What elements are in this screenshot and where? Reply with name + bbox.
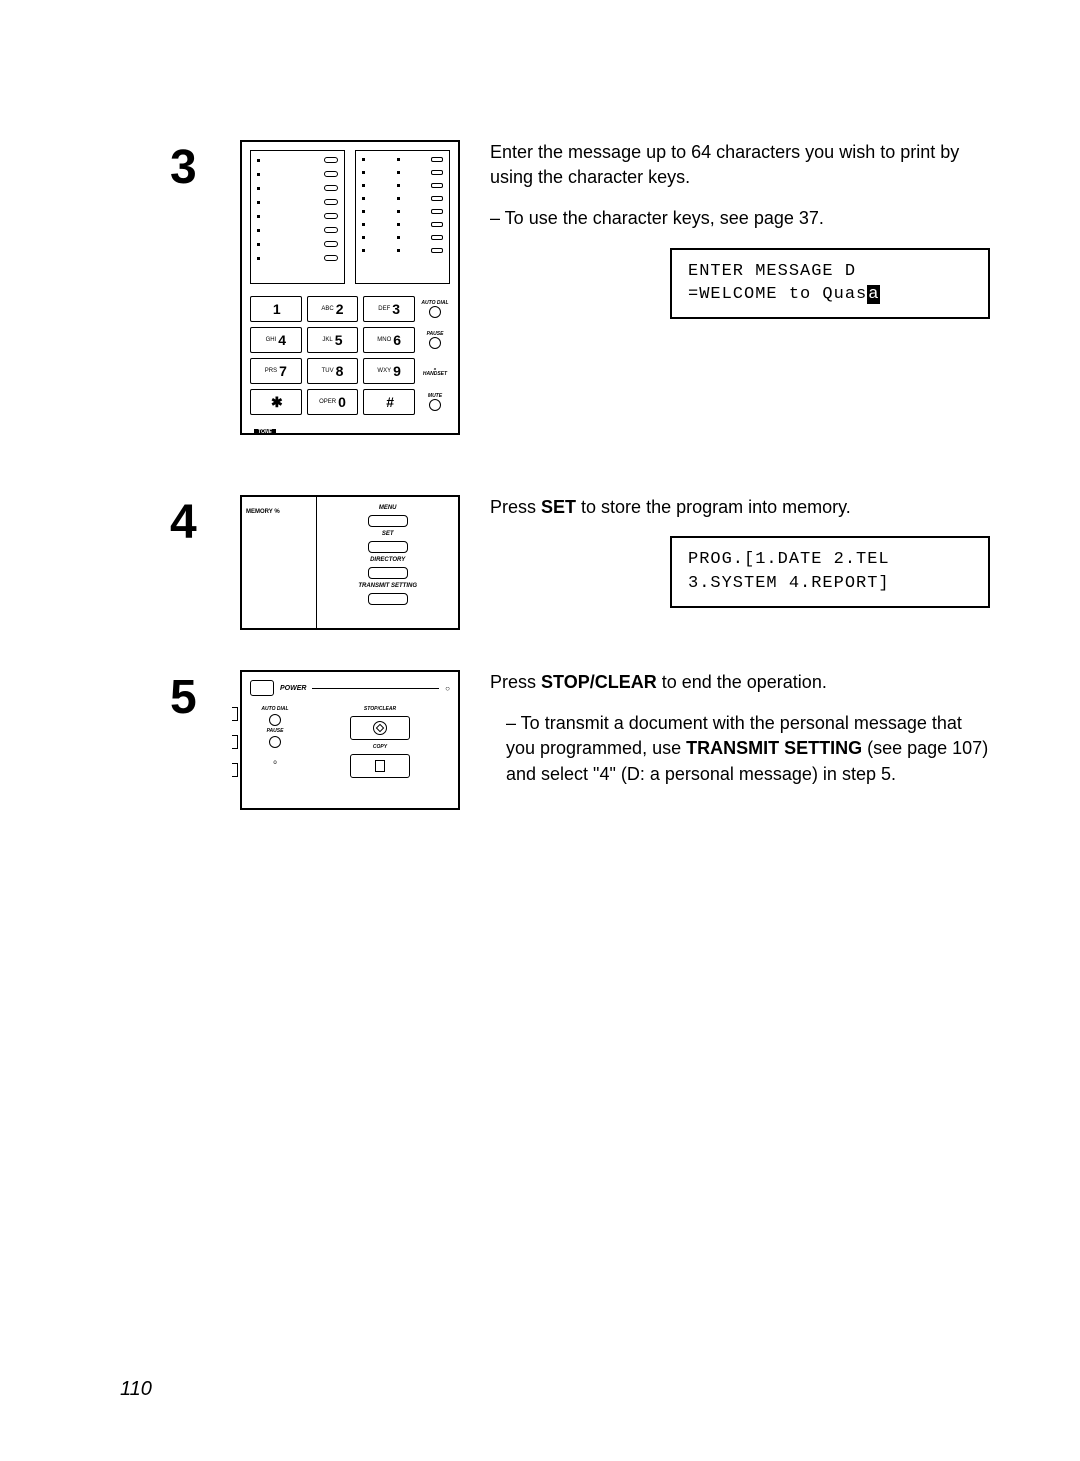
power-dot-icon: ○ [445,684,450,693]
set-button[interactable] [368,541,408,553]
step-number-3: 3 [170,140,240,195]
transmit-setting-button[interactable] [368,593,408,605]
key-1[interactable]: 1 [250,296,302,322]
autodial-button[interactable] [269,714,281,726]
step-3-instruction: Enter the message up to 64 characters yo… [490,140,990,190]
onetouch-panel-right [355,150,450,284]
key-8[interactable]: TUV8 [307,358,359,384]
step-number-5: 5 [170,670,240,725]
stop-clear-diagram: POWER ○ AUTO DIAL PAUSE o STOP/CLEAR [240,670,460,810]
step-3-note: – To use the character keys, see page 37… [490,206,990,231]
step-5-text: Press STOP/CLEAR to end the operation. –… [490,670,990,803]
set-label: SET [382,531,394,537]
menu-button[interactable] [368,515,408,527]
autodial-label-5: AUTO DIAL [261,706,288,712]
copy-label: COPY [373,744,387,750]
power-led-icon [250,680,274,696]
key-5[interactable]: JKL5 [307,327,359,353]
lcd-display-3: ENTER MESSAGE D =WELCOME to Quasa [670,248,990,320]
transmit-setting-label: TRANSMIT SETTING [358,583,417,589]
step-5: 5 POWER ○ AUTO DIAL PAUSE o [170,670,990,810]
key-6[interactable]: MNO6 [363,327,415,353]
lcd-4-line-2: 3.SYSTEM 4.REPORT] [688,572,972,596]
auto-dial-label: AUTO DIAL [420,296,450,322]
keypad-diagram: 1 ABC2 DEF3 AUTO DIAL GHI4 JKL5 MNO6 PAU… [240,140,460,435]
step-3-text: Enter the message up to 64 characters yo… [490,140,990,319]
stop-icon [373,721,387,735]
stopclear-button[interactable] [350,716,410,740]
key-9[interactable]: WXY9 [363,358,415,384]
step-5-instruction: Press STOP/CLEAR to end the operation. [490,670,990,695]
tone-label: TONE [254,429,276,435]
key-star[interactable]: ✱ [250,389,302,415]
step-4-text: Press SET to store the program into memo… [490,495,990,608]
lcd-4-line-1: PROG.[1.DATE 2.TEL [688,548,972,572]
lcd-line-2: =WELCOME to Quasa [688,283,972,307]
mute-label: MUTE [420,389,450,415]
power-label: POWER [280,685,306,692]
key-7[interactable]: PRS7 [250,358,302,384]
key-0[interactable]: OPER0 [307,389,359,415]
onetouch-panel-left [250,150,345,284]
key-4[interactable]: GHI4 [250,327,302,353]
memory-label: MEMORY % [242,497,317,628]
menu-label: MENU [379,505,397,511]
copy-icon [375,760,385,772]
stopclear-label: STOP/CLEAR [364,706,396,712]
directory-button[interactable] [368,567,408,579]
key-hash[interactable]: # [363,389,415,415]
step-5-note: – To transmit a document with the person… [490,711,990,787]
copy-button[interactable] [350,754,410,778]
step-3: 3 [170,140,990,435]
key-3[interactable]: DEF3 [363,296,415,322]
key-2[interactable]: ABC2 [307,296,359,322]
step-4-instruction: Press SET to store the program into memo… [490,495,990,520]
set-button-diagram: MEMORY % MENU SET DIRECTORY TRANSMIT SET… [240,495,460,630]
handset-label: oHANDSET [420,358,450,384]
diagram-5-container: POWER ○ AUTO DIAL PAUSE o STOP/CLEAR [240,670,460,810]
diagram-4-container: MEMORY % MENU SET DIRECTORY TRANSMIT SET… [240,495,460,630]
pause-label-5: PAUSE [267,728,284,734]
pause-label: PAUSE [420,327,450,353]
step-4: 4 MEMORY % MENU SET DIRECTORY TRANSMIT S… [170,495,990,630]
directory-label: DIRECTORY [370,557,405,563]
diagram-3-container: 1 ABC2 DEF3 AUTO DIAL GHI4 JKL5 MNO6 PAU… [240,140,460,435]
step-number-4: 4 [170,495,240,550]
lcd-line-1: ENTER MESSAGE D [688,260,972,284]
pause-button[interactable] [269,736,281,748]
page-number: 110 [120,1378,152,1401]
cursor-icon: a [867,285,880,304]
lcd-display-4: PROG.[1.DATE 2.TEL 3.SYSTEM 4.REPORT] [670,536,990,608]
